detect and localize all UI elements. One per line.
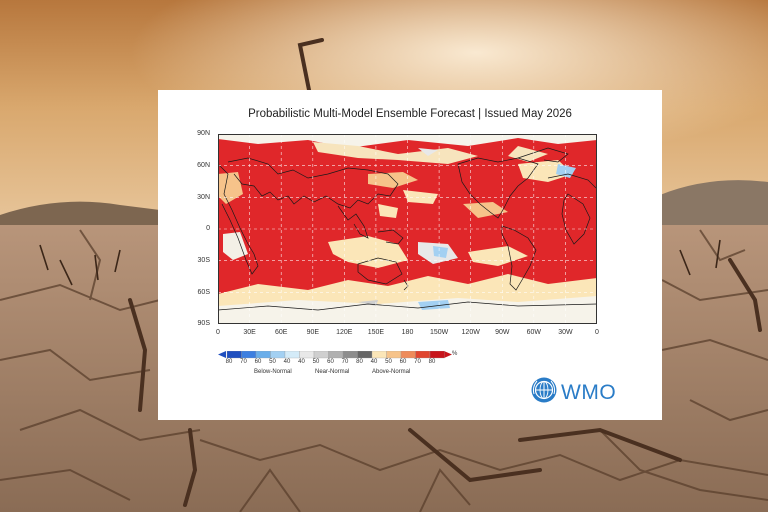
legend-number: 70 [341, 359, 349, 365]
lon-label: 180 [401, 329, 414, 336]
legend-number: 80 [428, 359, 436, 365]
lat-label: 60S [197, 289, 210, 296]
legend-number: 40 [283, 359, 291, 365]
wmo-emblem-icon [530, 376, 558, 409]
lon-label: 150W [429, 329, 449, 336]
legend-above-label: Above-Normal [372, 369, 411, 375]
legend-swatch [386, 350, 402, 359]
lon-label: 120E [336, 329, 353, 336]
legend-number: 70 [240, 359, 247, 365]
lat-label: 30S [197, 257, 210, 264]
lon-label: 0 [595, 329, 599, 336]
legend-colorbar [218, 348, 452, 366]
lat-label: 60N [197, 162, 210, 169]
wmo-logo: WMO [530, 376, 616, 409]
legend-number: 50 [312, 359, 320, 365]
lon-label: 90W [495, 329, 510, 336]
legend-number: 60 [254, 359, 262, 365]
legend-unit: % [452, 351, 458, 357]
legend-swatch [226, 350, 242, 359]
legend-number: 70 [414, 359, 421, 365]
legend-number: 50 [269, 359, 276, 365]
legend-swatch [400, 350, 416, 359]
lon-label: 30W [558, 329, 573, 336]
lon-label: 150E [367, 329, 385, 336]
legend-below-label: Below-Normal [254, 369, 292, 375]
legend-number: 60 [399, 359, 407, 365]
forecast-map [217, 134, 598, 324]
lon-label: 0 [216, 329, 220, 336]
legend-swatch [415, 350, 431, 359]
legend-swatch [328, 350, 344, 359]
legend-number: 80 [356, 359, 363, 365]
lat-label: 90N [197, 130, 210, 137]
legend-number: 50 [385, 359, 392, 365]
lat-label: 90S [197, 320, 210, 327]
legend-swatch [241, 350, 257, 359]
legend-swatch [255, 350, 271, 359]
legend-swatch [270, 350, 286, 359]
legend-near-label: Near-Normal [315, 369, 350, 375]
lat-label: 0 [206, 225, 210, 232]
legend-swatch [371, 350, 387, 359]
legend-arrow-left [218, 351, 226, 358]
legend-number: 60 [327, 359, 334, 365]
lon-label: 90E [306, 329, 320, 336]
legend-swatch [429, 350, 445, 359]
legend-arrow-right [444, 351, 452, 358]
forecast-card: Probabilistic Multi-Model Ensemble Forec… [158, 90, 662, 420]
legend-number: 40 [298, 359, 305, 365]
lon-label: 60E [274, 329, 288, 336]
map-title: Probabilistic Multi-Model Ensemble Forec… [248, 108, 572, 120]
legend-number: 80 [225, 359, 233, 365]
legend-swatch [284, 350, 300, 359]
legend-swatch [342, 350, 358, 359]
lon-label: 60W [526, 329, 541, 336]
lat-label: 30N [197, 194, 210, 201]
lon-label: 30E [243, 329, 256, 336]
legend-swatch [357, 350, 373, 359]
lon-label: 120W [461, 329, 480, 336]
legend-number: 40 [370, 359, 378, 365]
wmo-logo-text: WMO [561, 380, 617, 404]
legend-swatch [313, 350, 329, 359]
legend-swatch [299, 350, 315, 359]
